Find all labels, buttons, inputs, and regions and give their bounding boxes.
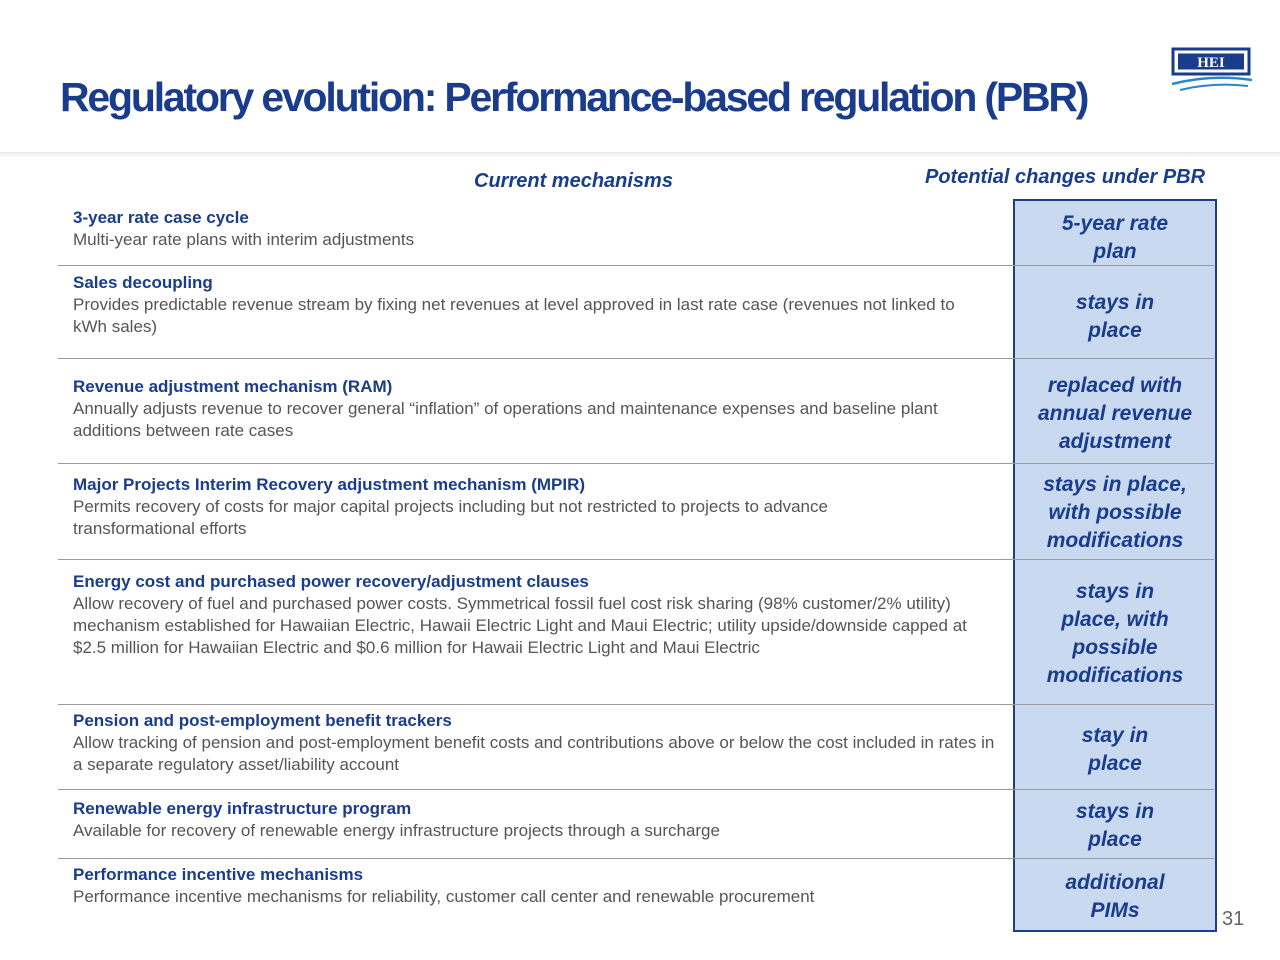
- mechanism-row: 3-year rate case cycle Multi-year rate p…: [73, 207, 1008, 251]
- mechanism-title: Revenue adjustment mechanism (RAM): [73, 377, 393, 396]
- mechanism-row: Energy cost and purchased power recovery…: [73, 571, 1008, 659]
- hei-logo-text: HEI: [1197, 55, 1225, 71]
- current-mechanisms-heading: Current mechanisms: [474, 170, 673, 192]
- pbr-change: stays in place, with possible modificati…: [1043, 473, 1187, 552]
- mechanism-title: Sales decoupling: [73, 273, 213, 292]
- mechanism-title: Performance incentive mechanisms: [73, 865, 364, 884]
- mechanism-row: Pension and post-employment benefit trac…: [73, 710, 1008, 776]
- header-rule: [0, 152, 1280, 158]
- mechanism-description: Provides predictable revenue stream by f…: [73, 295, 955, 336]
- mechanism-title: Renewable energy infrastructure program: [73, 799, 412, 818]
- mechanism-row: Revenue adjustment mechanism (RAM) Annua…: [73, 376, 1008, 442]
- row-divider: [58, 265, 1214, 266]
- row-divider: [58, 858, 1214, 859]
- mechanism-description: Permits recovery of costs for major capi…: [73, 497, 828, 538]
- mechanism-description: Available for recovery of renewable ener…: [73, 821, 720, 840]
- row-divider: [58, 358, 1214, 359]
- mechanism-title: Energy cost and purchased power recovery…: [73, 572, 589, 591]
- mechanism-description: Annually adjusts revenue to recover gene…: [73, 399, 938, 440]
- hei-logo: HEI: [1171, 47, 1253, 91]
- pbr-changes-column: [1013, 199, 1217, 932]
- pbr-change: replaced with annual revenue adjustment: [1037, 374, 1193, 453]
- pbr-change: stays in place: [1075, 800, 1155, 851]
- page-number: 31: [1222, 908, 1245, 930]
- pbr-change: additional PIMs: [1065, 871, 1165, 922]
- row-divider: [58, 463, 1214, 464]
- pbr-changes-heading: Potential changes under PBR: [925, 166, 1206, 188]
- row-divider: [58, 704, 1214, 705]
- mechanism-title: 3-year rate case cycle: [73, 208, 249, 227]
- pbr-change: stay in place: [1081, 724, 1149, 775]
- mechanism-description: Allow tracking of pension and post-emplo…: [73, 733, 995, 774]
- pbr-change: 5-year rate plan: [1061, 212, 1169, 263]
- mechanism-description: Allow recovery of fuel and purchased pow…: [73, 594, 967, 657]
- mechanism-row: Sales decoupling Provides predictable re…: [73, 272, 1008, 338]
- pbr-change: stays in place, with possible modificati…: [1046, 580, 1184, 687]
- mechanism-description: Performance incentive mechanisms for rel…: [73, 887, 815, 906]
- mechanism-row: Major Projects Interim Recovery adjustme…: [73, 474, 1008, 540]
- mechanism-title: Pension and post-employment benefit trac…: [73, 711, 452, 730]
- row-divider: [58, 789, 1214, 790]
- mechanism-row: Performance incentive mechanisms Perform…: [73, 864, 1008, 908]
- pbr-change: stays in place: [1075, 291, 1155, 342]
- mechanism-title: Major Projects Interim Recovery adjustme…: [73, 475, 586, 494]
- mechanism-description: Multi-year rate plans with interim adjus…: [73, 230, 415, 249]
- mechanism-row: Renewable energy infrastructure program …: [73, 798, 1008, 842]
- slide-title: Regulatory evolution: Performance-based …: [60, 74, 1089, 120]
- row-divider: [58, 559, 1214, 560]
